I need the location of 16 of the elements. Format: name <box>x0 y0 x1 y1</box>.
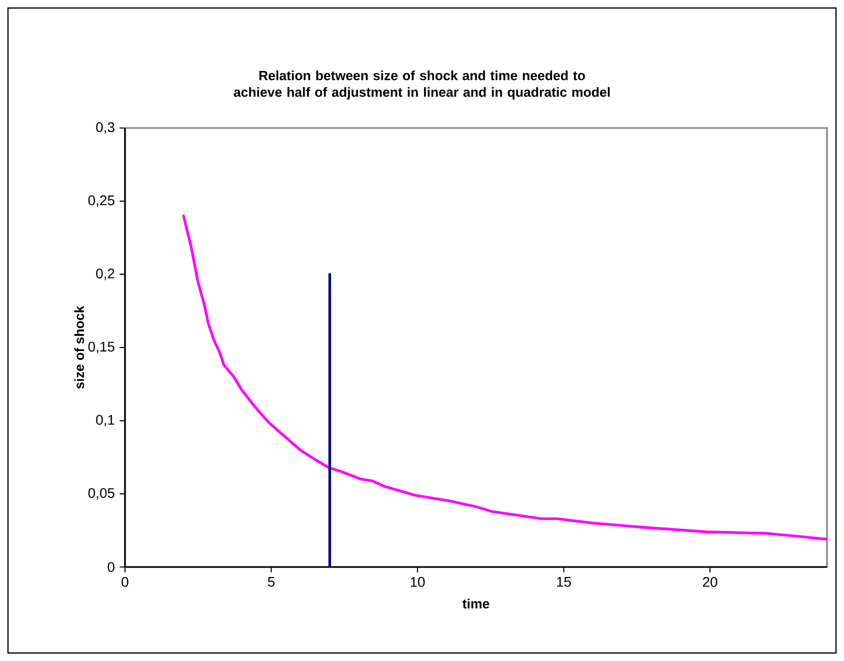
chart-title: Relation between size of shock and time needed to achieve half of adjustment in linear and in quadratic model <box>234 70 610 100</box>
y-tick-label: 0 <box>108 562 114 572</box>
x-tick-label: 10 <box>410 577 425 587</box>
y-tick-label: 0,25 <box>88 195 114 207</box>
y-tick-label: 0,2 <box>96 268 114 280</box>
y-tick-label: 0,05 <box>88 488 114 500</box>
x-tick-label: 0 <box>122 577 128 587</box>
y-tick-label: 0,15 <box>88 342 114 354</box>
line-series <box>182 214 828 541</box>
y-tick-label: 0,3 <box>96 122 114 134</box>
x-axis-title: time <box>462 598 490 608</box>
x-tick-label: 15 <box>557 577 571 587</box>
y-tick-label: 0,1 <box>96 414 114 426</box>
x-tick-label: 20 <box>702 577 718 587</box>
y-axis-title: size of shock <box>74 306 84 389</box>
x-tick-label: 5 <box>268 577 275 587</box>
